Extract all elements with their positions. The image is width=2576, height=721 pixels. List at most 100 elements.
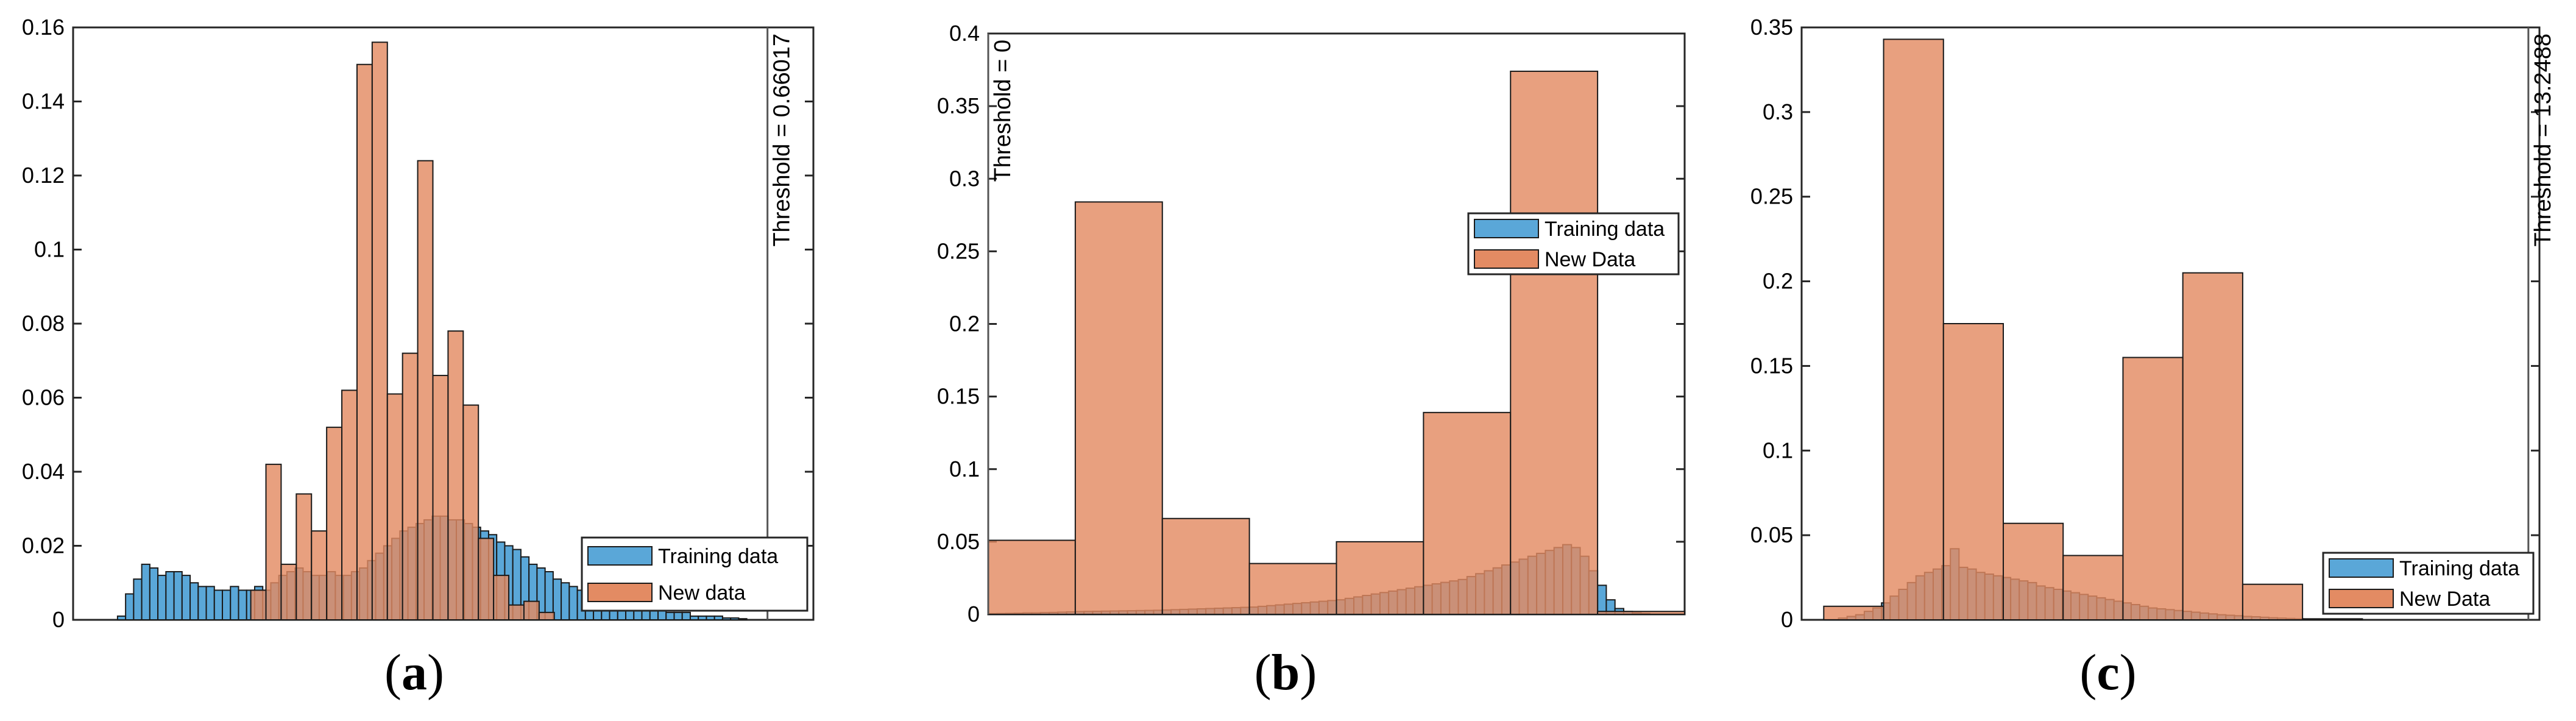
y-tick-label: 0.04	[22, 459, 65, 484]
bar-new-data	[1423, 411, 1512, 616]
bar-new-data	[1942, 323, 2005, 620]
panel-label-c: (c)	[2079, 644, 2137, 701]
y-tick-label: 0.1	[1763, 438, 1793, 463]
bar-training-data	[197, 586, 207, 621]
legend: Training data New Data	[1467, 212, 1680, 275]
bar-new-data	[295, 493, 313, 621]
bar-new-data	[2003, 522, 2064, 621]
y-tick-label: 0.35	[937, 93, 980, 118]
bar-new-data	[1336, 541, 1424, 615]
threshold-label: Threshold = 13.2488	[2530, 34, 2556, 247]
y-tick-label: 0.02	[22, 533, 65, 558]
bar-training-data	[141, 563, 150, 620]
legend-label: Training data	[658, 545, 778, 568]
bar-new-data	[417, 160, 434, 620]
bar-training-data	[230, 586, 239, 621]
bar-training-data	[189, 582, 199, 620]
y-tick-label: 0.14	[22, 89, 65, 114]
bar-training-data	[665, 611, 675, 620]
y-tick-label: 0.05	[1750, 522, 1793, 547]
y-tick-label: 0.16	[22, 15, 65, 40]
bar-training-data	[181, 575, 191, 620]
y-tick-label: 0.4	[949, 21, 980, 46]
legend-label: New data	[658, 581, 746, 605]
y-tick-label: 0.2	[1763, 269, 1793, 294]
bar-new-data	[447, 330, 464, 621]
y-tick-label: 0.2	[949, 311, 980, 336]
bar-new-data	[402, 352, 419, 620]
threshold-label: Threshold = 0	[990, 40, 1016, 182]
bar-new-data	[371, 41, 388, 621]
chart-panel-b: 0 0.05 0.1 0.15 0.2 0.25 0.3 0.35 0.4 Threshold =…	[937, 21, 1686, 627]
bar-new-data	[356, 63, 373, 620]
y-tick-label: 0.15	[937, 384, 980, 409]
legend-swatch-training	[587, 546, 653, 566]
bar-training-data	[713, 615, 723, 620]
bar-training-data	[673, 611, 683, 620]
y-tick-label: 0.35	[1750, 15, 1793, 40]
bar-new-data	[2182, 272, 2243, 620]
bar-new-data	[2062, 555, 2124, 620]
legend-swatch-training	[1474, 219, 1539, 238]
y-tick-label: 0.1	[34, 237, 65, 262]
y-tick-label: 0.06	[22, 385, 65, 410]
bar-training-data	[689, 615, 699, 620]
bar-new-data	[341, 389, 358, 620]
bar-new-data	[386, 393, 403, 620]
bar-training-data	[149, 567, 159, 621]
y-tick-label: 0.1	[949, 456, 980, 481]
legend: Training data New Data	[2322, 552, 2535, 615]
threshold-label: Threshold = 0.66017	[770, 34, 795, 247]
legend-label: Training data	[2399, 557, 2519, 580]
legend-swatch-training	[2329, 558, 2394, 578]
bar-new-data	[2302, 618, 2363, 621]
bar-new-data	[250, 589, 267, 621]
bar-new-data	[311, 530, 328, 621]
bar-training-data	[738, 618, 748, 620]
bar-new-data	[432, 375, 449, 620]
bar-training-data	[681, 611, 691, 620]
y-tick-label: 0.12	[22, 163, 65, 188]
bar-new-data	[280, 563, 297, 620]
bar-new-data	[493, 575, 510, 620]
y-tick-label: 0.25	[937, 238, 980, 263]
bar-training-data	[116, 615, 127, 620]
legend-swatch-new	[2329, 589, 2394, 608]
y-tick-label: 0.3	[1763, 99, 1793, 124]
y-tick-label: 0.25	[1750, 184, 1793, 209]
legend-label: New Data	[2399, 588, 2490, 611]
bar-training-data	[721, 617, 732, 621]
bar-new-data	[1823, 605, 1884, 620]
bar-training-data	[205, 586, 215, 621]
bar-new-data	[478, 538, 495, 620]
bar-new-data	[538, 611, 555, 620]
y-tick-label: 0	[1781, 607, 1793, 632]
bar-new-data	[1597, 611, 1685, 615]
y-tick-label: 0	[968, 602, 980, 627]
y-tick-label: 0.3	[949, 166, 980, 191]
bar-new-data	[1074, 201, 1163, 615]
bar-new-data	[462, 404, 479, 621]
y-tick-label: 0.05	[937, 529, 980, 554]
bar-new-data	[2242, 583, 2304, 620]
bar-new-data	[988, 539, 1076, 615]
legend-swatch-new	[1474, 249, 1539, 269]
y-tick-label: 0.15	[1750, 353, 1793, 378]
y-tick-label: 0	[52, 607, 65, 632]
bar-new-data	[1510, 70, 1599, 615]
bar-training-data	[568, 586, 578, 621]
bar-new-data	[508, 604, 525, 621]
panel-label-b: (b)	[1254, 644, 1317, 701]
bar-new-data	[1248, 563, 1337, 615]
bar-training-data	[213, 589, 224, 621]
legend-label: New Data	[1545, 248, 1635, 271]
bar-training-data	[157, 575, 167, 620]
bar-training-data	[173, 571, 183, 621]
bar-training-data	[238, 589, 247, 621]
bar-new-data	[1161, 517, 1250, 615]
bar-training-data	[222, 589, 232, 621]
panel-label-a: (a)	[384, 644, 444, 701]
bar-new-data	[1883, 38, 1944, 620]
bar-training-data	[125, 593, 135, 620]
